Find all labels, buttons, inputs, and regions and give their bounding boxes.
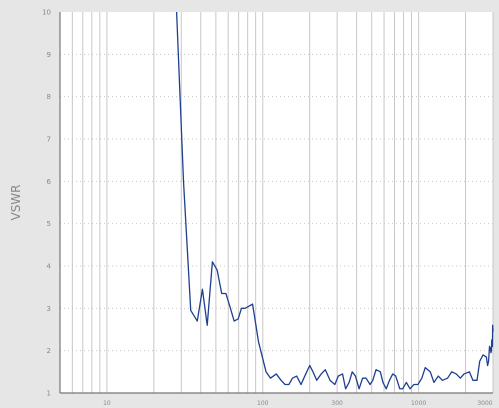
y-tick-label: 3	[47, 305, 51, 313]
y-tick-label: 5	[47, 220, 51, 228]
axes	[59, 12, 493, 394]
series-lines	[175, 11, 494, 390]
x-tick-label: 100	[257, 400, 269, 407]
y-tick-label: 8	[47, 93, 51, 101]
vswr-series-line	[175, 11, 494, 390]
x-tick-label: 3000	[477, 400, 492, 407]
y-axis-label: VSWR	[9, 184, 23, 220]
y-tick-label: 4	[47, 263, 52, 271]
y-tick-label: 9	[47, 51, 51, 59]
y-tick-label: 2	[47, 347, 51, 355]
x-tick-label: 1000	[411, 400, 426, 407]
x-tick-label: 10	[103, 400, 111, 407]
tick-labels: 1 2 3 4 5 6 7 8 9 10 10 100 300 1000 3000	[42, 9, 493, 408]
y-tick-label: 7	[47, 136, 51, 144]
grid-lines	[60, 12, 494, 393]
plot-area	[60, 12, 493, 393]
x-tick-label: 300	[331, 400, 343, 407]
y-tick-label: 1	[47, 390, 51, 398]
y-tick-label: 10	[42, 9, 51, 17]
y-tick-label: 6	[47, 178, 52, 186]
